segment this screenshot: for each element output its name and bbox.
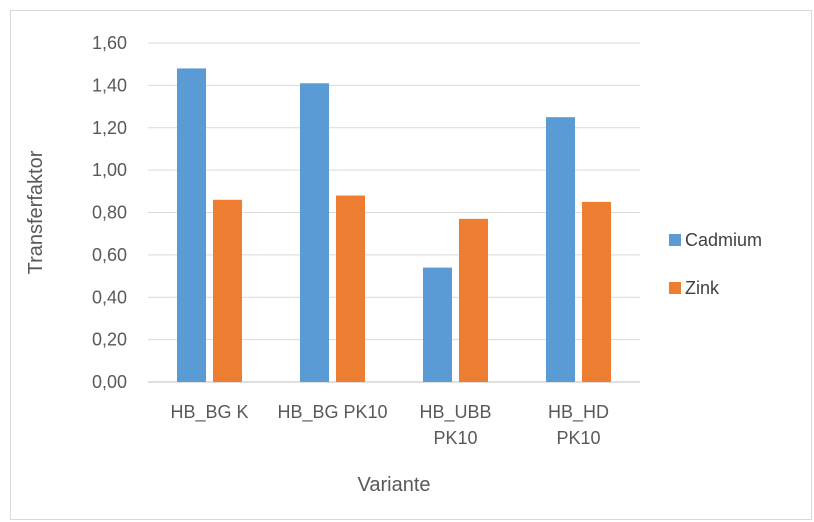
legend-swatch-zink: [669, 282, 681, 294]
y-tick-label: 1,00: [92, 160, 127, 180]
x-tick-label: HB_BG PK10: [277, 402, 387, 423]
x-tick-label: PK10: [433, 428, 477, 448]
y-tick-label: 0,20: [92, 330, 127, 350]
y-tick-label: 0,80: [92, 203, 127, 223]
bar-zink: [459, 218, 488, 382]
bar-cadmium: [300, 83, 329, 382]
y-tick-label: 0,60: [92, 245, 127, 265]
legend-swatch-cadmium: [669, 234, 681, 246]
y-tick-label: 0,00: [92, 372, 127, 392]
x-tick-label: HB_UBB: [419, 402, 491, 423]
bar-cadmium: [546, 117, 575, 382]
x-axis-title: Variante: [357, 474, 430, 496]
chart-frame: [10, 10, 812, 520]
x-tick-label: HB_BG K: [170, 402, 248, 423]
bar-zink: [336, 195, 365, 382]
y-axis-title: Transferfaktor: [25, 150, 47, 274]
x-tick-label: PK10: [556, 428, 600, 448]
y-tick-label: 0,40: [92, 287, 127, 307]
y-tick-label: 1,60: [92, 33, 127, 53]
x-tick-label: HB_HD: [548, 402, 609, 423]
bar-zink: [582, 201, 611, 382]
bar-cadmium: [423, 267, 452, 382]
bar-zink: [213, 199, 242, 382]
legend-label-zink: Zink: [685, 278, 720, 298]
y-tick-label: 1,20: [92, 118, 127, 138]
bar-cadmium: [177, 68, 206, 383]
legend-label-cadmium: Cadmium: [685, 230, 762, 250]
y-tick-label: 1,40: [92, 75, 127, 95]
